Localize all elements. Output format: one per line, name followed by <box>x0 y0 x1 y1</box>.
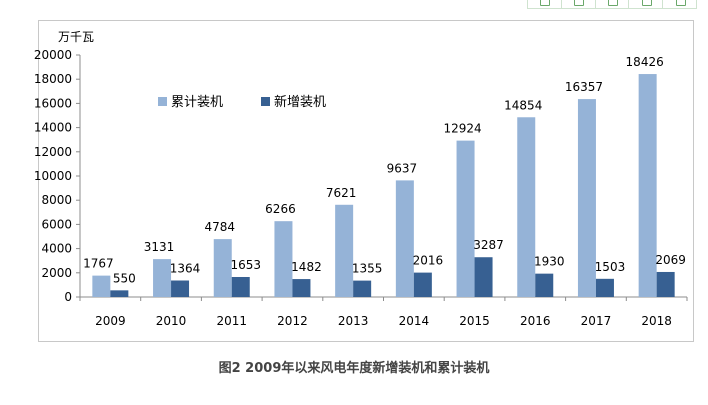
y-tick-label: 4000 <box>41 242 72 256</box>
data-label-new: 1364 <box>170 261 201 275</box>
y-tick-label: 10000 <box>34 169 72 183</box>
bar-cumulative <box>456 140 475 297</box>
y-axis-unit-label: 万千瓦 <box>58 30 94 44</box>
data-label-cumulative: 3131 <box>144 240 175 254</box>
bar-cumulative <box>153 259 172 297</box>
bar-new <box>656 271 675 297</box>
x-tick-label: 2011 <box>216 314 247 328</box>
data-label-new: 1482 <box>291 260 322 274</box>
bar-new <box>231 276 250 297</box>
data-label-cumulative: 4784 <box>204 220 235 234</box>
toolbar-icon <box>574 0 585 6</box>
chart-frame <box>38 20 694 342</box>
x-tick-label: 2016 <box>520 314 551 328</box>
data-label-cumulative: 16357 <box>565 80 603 94</box>
toolbar-button-5[interactable] <box>663 0 696 8</box>
y-tick-label: 16000 <box>34 96 72 110</box>
data-label-new: 550 <box>113 271 136 285</box>
chart-bars <box>92 74 675 298</box>
x-tick-label: 2014 <box>399 314 430 328</box>
legend-label: 新增装机 <box>274 94 326 110</box>
toolbar-button-1[interactable] <box>528 0 562 8</box>
toolbar-icon <box>675 0 686 6</box>
x-tick-label: 2018 <box>641 314 672 328</box>
legend-swatch <box>158 97 167 106</box>
bar-cumulative <box>638 74 657 297</box>
toolbar-button-3[interactable] <box>596 0 630 8</box>
y-tick-label: 8000 <box>41 193 72 207</box>
x-tick-label: 2010 <box>156 314 187 328</box>
bar-new <box>292 279 311 297</box>
data-label-cumulative: 6266 <box>265 202 296 216</box>
toolbar-icon <box>607 0 618 6</box>
wind-power-bar-chart: 万千瓦 0 2000 4000 6000 8000 10000 12000 14000 1600… <box>34 30 688 328</box>
bar-cumulative <box>274 221 293 297</box>
y-tick-label: 6000 <box>41 217 72 231</box>
bar-cumulative <box>335 204 354 297</box>
bar-cumulative <box>213 239 232 297</box>
bar-new <box>171 280 190 297</box>
toolbar-button-2[interactable] <box>562 0 596 8</box>
data-label-new: 2069 <box>655 253 686 267</box>
bar-cumulative <box>577 99 596 298</box>
y-tick-label: 12000 <box>34 145 72 159</box>
data-label-cumulative: 1767 <box>83 257 114 271</box>
x-tick-label: 2009 <box>95 314 126 328</box>
bar-cumulative <box>395 180 414 297</box>
x-tick-label: 2017 <box>581 314 612 328</box>
data-label-cumulative: 7621 <box>326 186 357 200</box>
bar-new <box>110 290 129 297</box>
y-tick-label: 14000 <box>34 121 72 135</box>
figure-caption: 图2 2009年以来风电年度新增装机和累计装机 <box>218 361 490 376</box>
chart-data-labels: 1767 3131 4784 6266 7621 9637 12924 14854 16357 1… <box>83 55 686 285</box>
data-label-new: 2016 <box>413 254 444 268</box>
legend-label: 累计装机 <box>171 95 223 110</box>
bar-new <box>353 280 372 297</box>
bar-cumulative <box>92 275 111 297</box>
y-tick-label: 20000 <box>34 48 72 62</box>
y-tick-label: 0 <box>64 290 72 304</box>
data-label-new: 1653 <box>230 258 261 272</box>
y-tick-label: 18000 <box>34 72 72 86</box>
bar-new <box>413 272 432 297</box>
data-label-cumulative: 18426 <box>626 55 664 69</box>
legend-swatch <box>261 97 270 106</box>
data-label-new: 1355 <box>352 262 383 276</box>
top-toolbar <box>527 0 697 9</box>
toolbar-icon <box>641 0 652 6</box>
data-label-cumulative: 9637 <box>387 161 418 175</box>
bar-cumulative <box>517 117 536 297</box>
bar-new <box>474 257 493 297</box>
bar-new <box>595 278 614 297</box>
y-tick-label: 2000 <box>41 266 72 280</box>
toolbar-button-4[interactable] <box>629 0 664 8</box>
chart-legend: 累计装机 新增装机 <box>158 94 326 110</box>
data-label-new: 3287 <box>473 238 504 252</box>
bar-new <box>535 273 554 297</box>
x-tick-label: 2015 <box>459 314 490 328</box>
x-tick-label: 2012 <box>277 314 308 328</box>
data-label-new: 1930 <box>534 255 565 269</box>
x-tick-label: 2013 <box>338 314 369 328</box>
data-label-cumulative: 12924 <box>443 122 481 136</box>
data-label-cumulative: 14854 <box>504 98 542 112</box>
data-label-new: 1503 <box>595 260 626 274</box>
toolbar-icon <box>540 0 551 6</box>
